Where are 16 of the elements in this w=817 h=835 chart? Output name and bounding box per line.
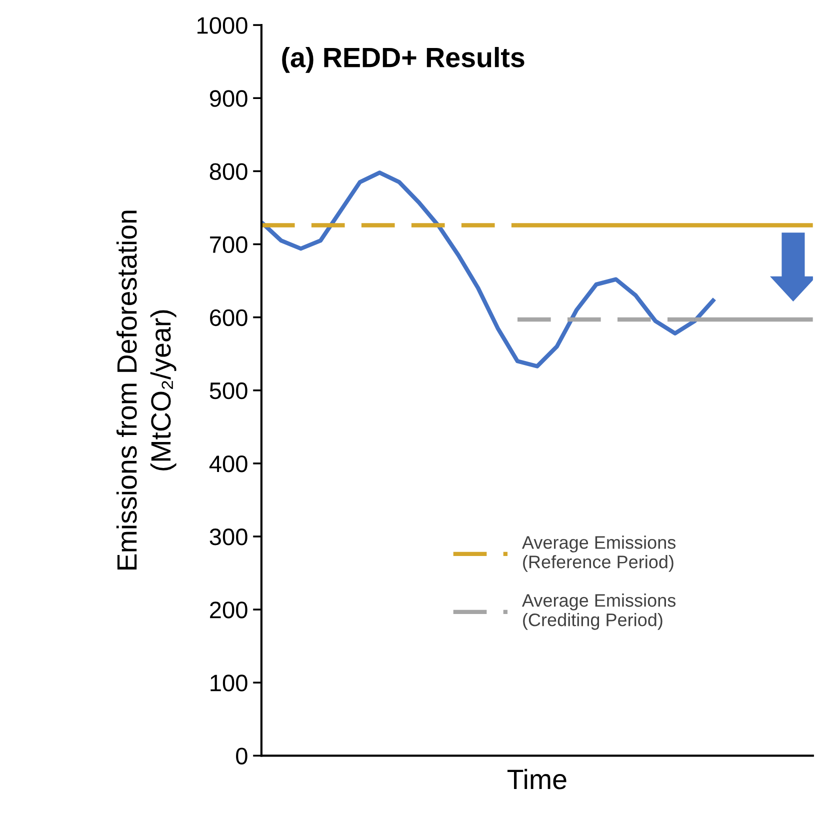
y-axis-title: Emissions from Deforestation (MtCO₂/year) (116, 210, 176, 570)
y-tick-label: 200 (210, 602, 248, 618)
y-tick-label: 400 (209, 455, 248, 472)
y-tick-label: 1000 (198, 17, 248, 34)
y-tick-label: 500 (210, 382, 248, 400)
y-tick-label: 900 (210, 90, 248, 107)
y-tick-label: 700 (210, 236, 248, 254)
y-tick-label: 300 (210, 528, 248, 546)
y-tick-label: 600 (210, 309, 248, 326)
legend-label: Average Emissions (Reference Period) (522, 536, 676, 572)
y-tick-label: 800 (210, 163, 248, 180)
legend-label: Average Emissions (Crediting Period) (522, 594, 676, 630)
x-axis-title: Time (507, 768, 566, 790)
y-tick-label: 0 (236, 748, 248, 764)
y-tick-label: 100 (210, 674, 248, 692)
text: (a) REDD+ Results (282, 46, 524, 73)
